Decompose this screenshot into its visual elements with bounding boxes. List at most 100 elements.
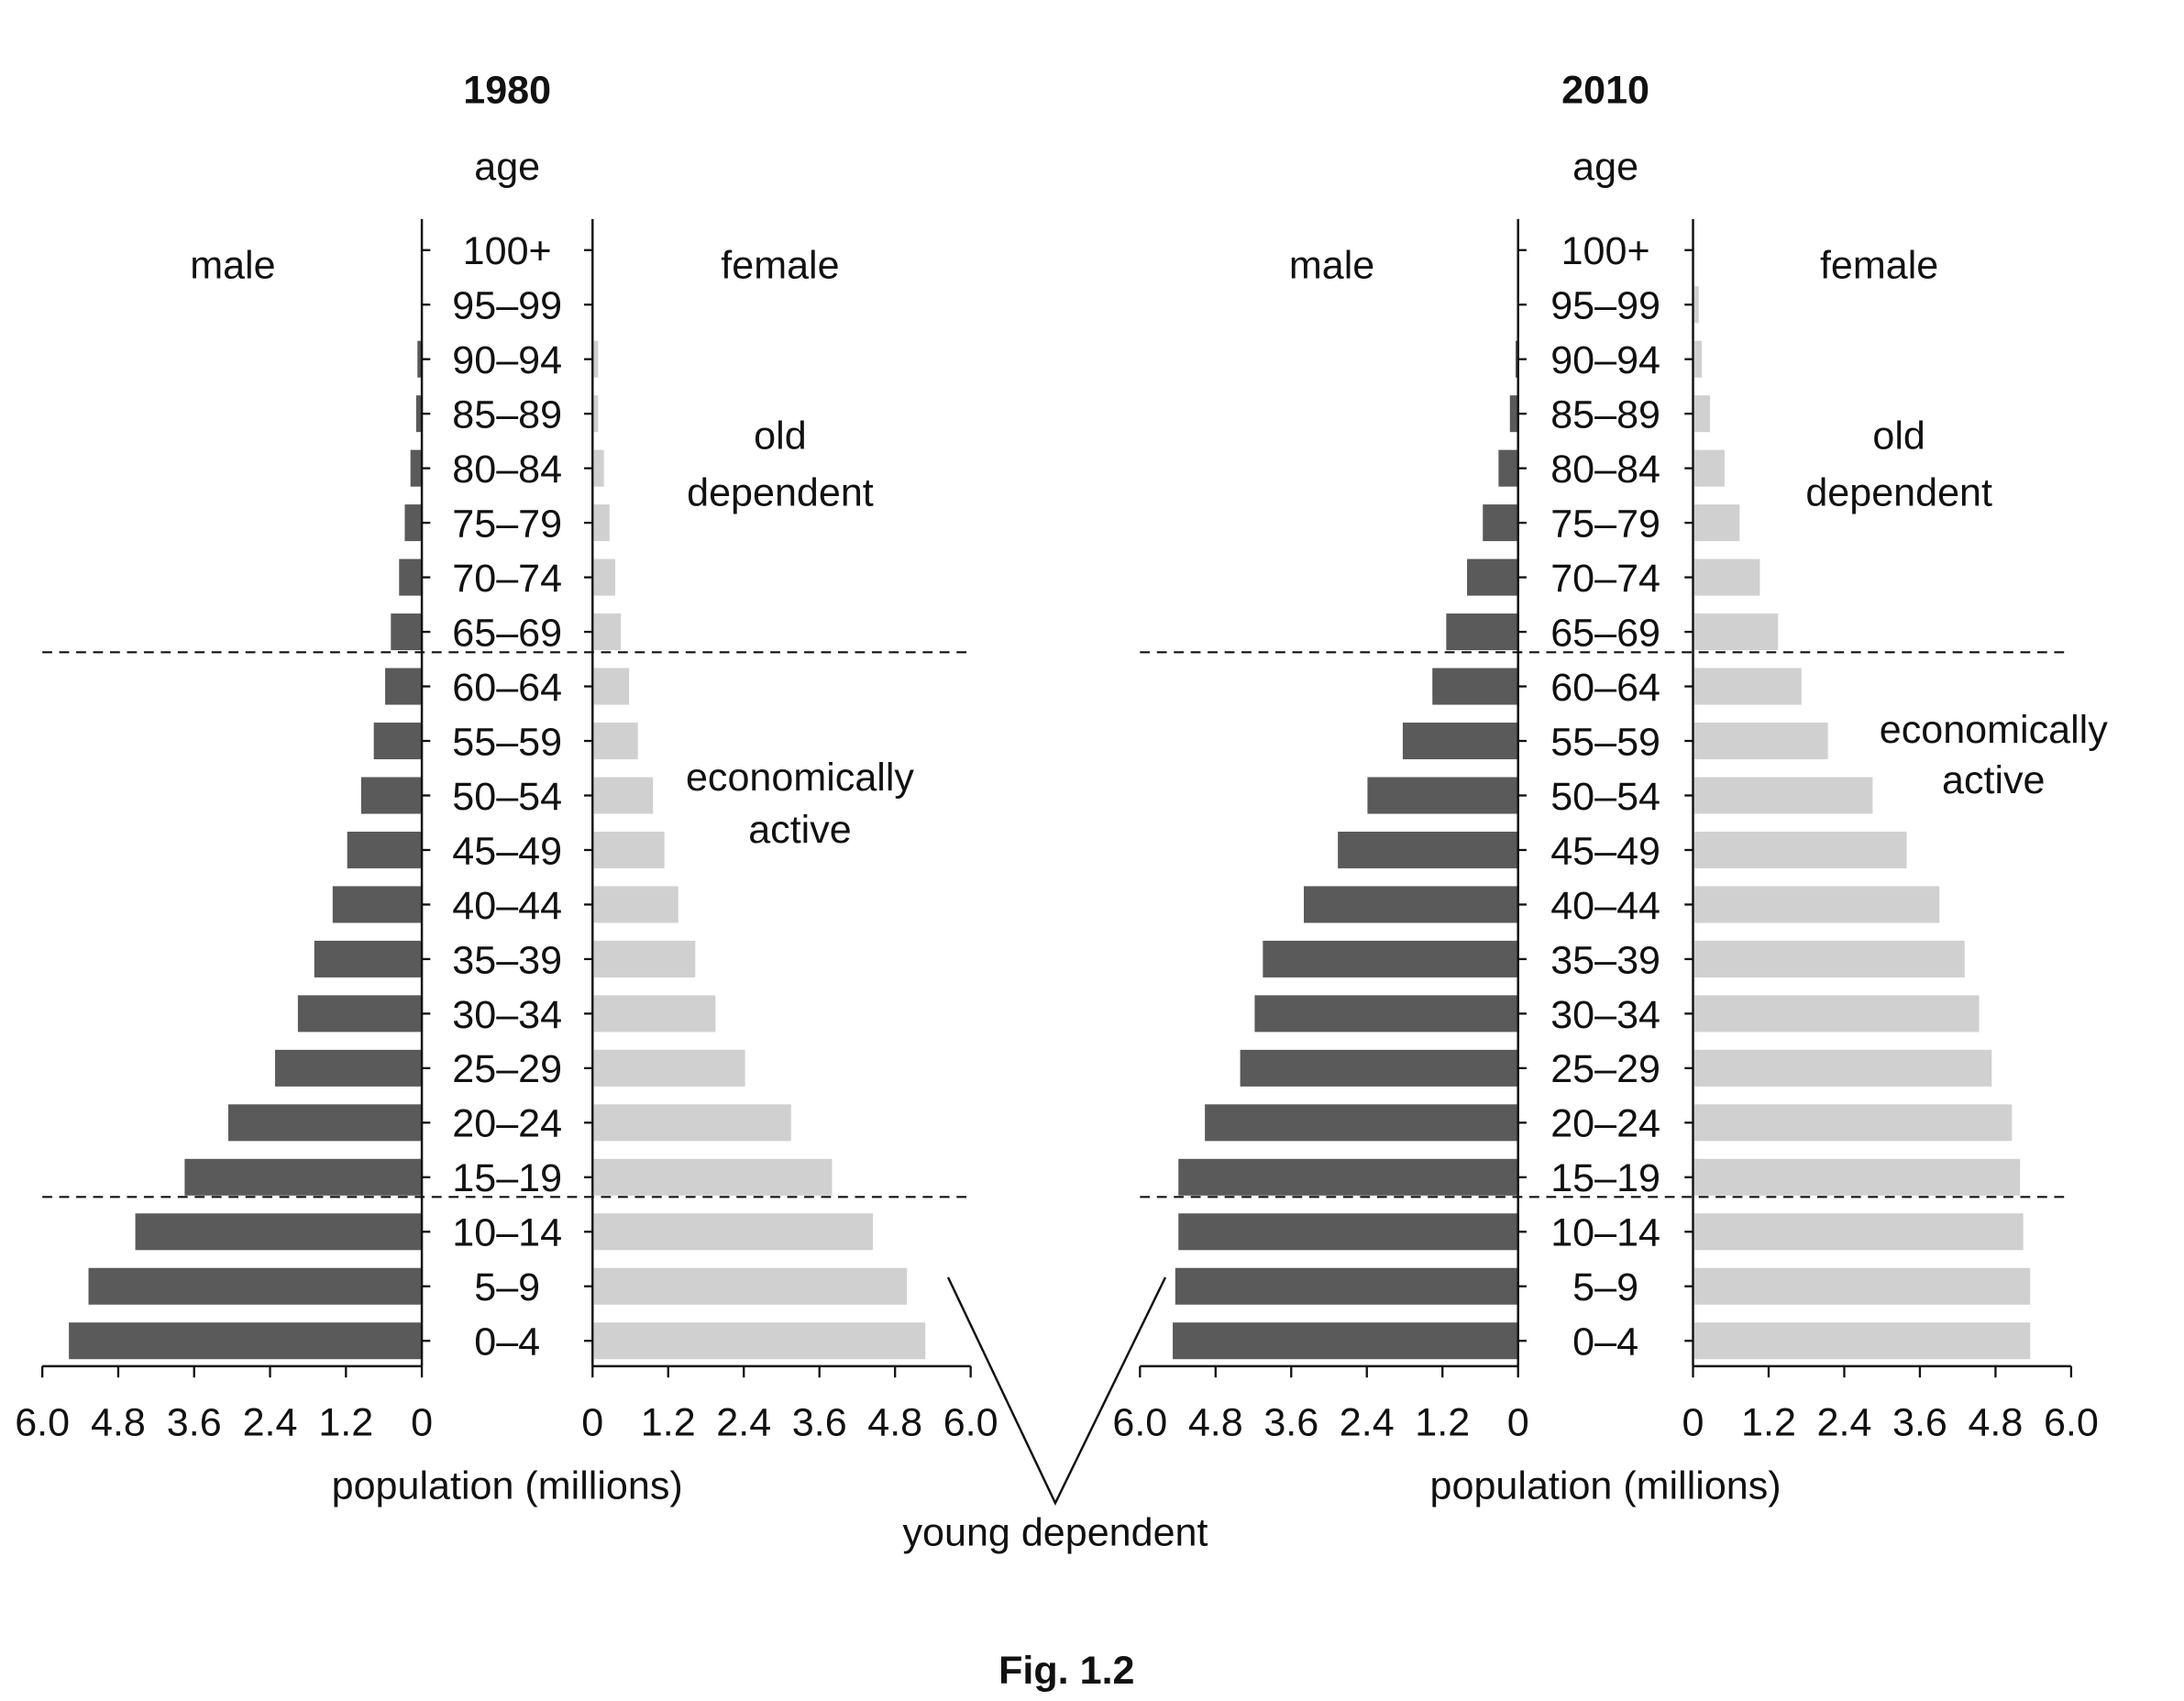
female-bar: [1694, 1104, 2013, 1142]
male-bar: [1338, 831, 1518, 868]
x-tick-label: 6.0: [943, 1400, 998, 1444]
age-group-label: 45–49: [1550, 829, 1660, 873]
male-bar: [1446, 613, 1518, 651]
female-bar: [1694, 777, 1873, 814]
male-bar: [385, 668, 423, 705]
male-bar: [1254, 995, 1518, 1033]
female-bar: [1694, 504, 1740, 542]
x-tick-label: 4.8: [91, 1400, 146, 1444]
male-bar: [1498, 449, 1518, 487]
age-group-label: 60–64: [1550, 666, 1660, 710]
male-bar: [135, 1213, 423, 1251]
male-bar: [1173, 1322, 1518, 1360]
female-bar: [593, 1267, 908, 1305]
young-dependent-label: young dependent: [903, 1510, 1208, 1554]
female-bar: [593, 395, 599, 433]
female-bar: [1694, 940, 1965, 978]
age-group-label: 5–9: [1572, 1265, 1638, 1309]
zone-old-label: old: [1872, 414, 1925, 458]
female-bar: [1694, 1049, 1992, 1087]
male-bar: [391, 613, 423, 651]
age-group-label: 20–24: [452, 1102, 562, 1146]
age-group-label: 90–94: [1550, 338, 1660, 382]
zone-active-label: active: [1942, 758, 2046, 802]
female-bar: [593, 558, 616, 596]
x-tick-label: 3.6: [167, 1400, 222, 1444]
male-bar: [373, 723, 423, 760]
female-bar: [1694, 286, 1699, 324]
age-group-label: 35–39: [1550, 938, 1660, 982]
male-bar: [399, 558, 423, 596]
male-bar: [69, 1322, 423, 1360]
male-bar: [332, 886, 423, 923]
female-bar: [593, 613, 622, 651]
age-group-label: 5–9: [474, 1265, 540, 1309]
zone-old-label: old: [754, 414, 806, 458]
age-group-label: 95–99: [1550, 284, 1660, 328]
age-group-label: 0–4: [474, 1320, 540, 1364]
x-tick-label: 6.0: [2044, 1400, 2099, 1444]
male-label: male: [190, 244, 275, 288]
age-group-label: 45–49: [452, 829, 562, 873]
male-bar: [360, 777, 423, 814]
x-tick-label: 2.4: [1817, 1400, 1872, 1444]
female-bar: [1694, 395, 1711, 433]
female-bar: [593, 504, 610, 542]
female-bar: [1694, 449, 1725, 487]
x-tick-label: 1.2: [318, 1400, 373, 1444]
male-bar: [184, 1158, 423, 1196]
age-group-label: 35–39: [452, 938, 562, 982]
male-bar: [347, 831, 423, 868]
age-group-label: 55–59: [452, 720, 562, 764]
age-group-label: 60–64: [452, 666, 562, 710]
age-axis-label: age: [1572, 145, 1638, 189]
female-bar: [1694, 613, 1779, 651]
x-tick-label: 2.4: [716, 1400, 771, 1444]
male-bar: [1483, 504, 1518, 542]
male-bar: [227, 1104, 423, 1142]
age-group-label: 15–19: [452, 1156, 562, 1200]
female-bar: [1694, 831, 1907, 868]
male-bar: [1367, 777, 1518, 814]
x-tick-label: 0: [1507, 1400, 1529, 1444]
female-bar: [593, 668, 630, 705]
male-bar: [88, 1267, 423, 1305]
zone-old-label: dependent: [687, 470, 874, 514]
x-tick-label: 3.6: [792, 1400, 847, 1444]
x-tick-label: 2.4: [243, 1400, 298, 1444]
age-group-label: 50–54: [452, 775, 562, 819]
female-bar: [593, 777, 654, 814]
age-group-label: 10–14: [1550, 1211, 1660, 1255]
age-group-label: 30–34: [452, 993, 562, 1037]
x-tick-label: 3.6: [1263, 1400, 1318, 1444]
female-bar: [593, 723, 638, 760]
age-group-label: 10–14: [452, 1211, 562, 1255]
female-bar: [593, 940, 696, 978]
x-axis-label: population (millions): [332, 1464, 683, 1508]
age-group-label: 85–89: [1550, 393, 1660, 437]
x-tick-label: 3.6: [1892, 1400, 1947, 1444]
female-bar: [593, 1158, 833, 1196]
x-axis-label: population (millions): [1430, 1464, 1781, 1508]
zone-active-label: active: [748, 808, 852, 852]
male-bar: [1515, 340, 1518, 378]
female-bar: [593, 1104, 791, 1142]
female-bar: [1694, 558, 1760, 596]
male-bar: [1205, 1104, 1518, 1142]
age-group-label: 95–99: [452, 284, 562, 328]
male-bar: [410, 449, 423, 487]
chart-title: 1980: [463, 69, 551, 113]
male-bar: [1467, 558, 1518, 596]
male-bar: [1175, 1267, 1518, 1305]
female-bar: [1694, 723, 1828, 760]
male-bar: [1402, 723, 1518, 760]
male-bar: [1304, 886, 1518, 923]
age-group-label: 30–34: [1550, 993, 1660, 1037]
zone-active-label: economically: [686, 756, 914, 800]
age-group-label: 65–69: [452, 611, 562, 655]
age-group-label: 90–94: [452, 338, 562, 382]
male-bar: [404, 504, 423, 542]
female-bar: [1694, 995, 1980, 1033]
female-bar: [593, 886, 678, 923]
